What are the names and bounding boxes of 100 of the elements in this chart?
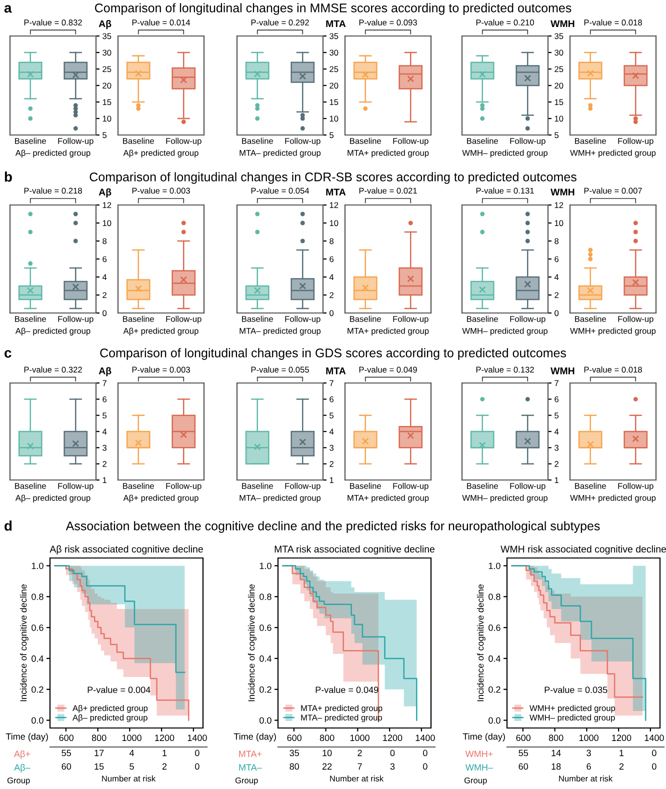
data-label: 0	[390, 750, 395, 756]
y-tick-label: 10	[554, 116, 564, 122]
data-label: 3	[586, 750, 591, 756]
x-tick-label: Baseline	[575, 482, 606, 489]
x-tick-label: 1200	[612, 734, 632, 742]
x-tick-label: Follow-up	[58, 138, 94, 146]
data-label: 5	[130, 763, 134, 770]
y-tick-label: 6	[330, 256, 334, 262]
x-tick-label: Baseline	[123, 138, 154, 144]
y-tick-label: 4	[102, 274, 107, 280]
y-tick-label: 20	[330, 82, 338, 89]
x-axis-title: Number at risk	[559, 775, 613, 782]
x-tick-label: 1000	[350, 734, 370, 742]
y-tick-label: 6	[330, 396, 334, 402]
y-tick-label: 35	[330, 33, 338, 40]
y-tick-label: 0	[102, 310, 107, 316]
y-tick-label: 5	[102, 412, 107, 418]
y-tick-label: 4	[329, 428, 334, 435]
y-axis-title: WMH	[550, 20, 574, 28]
annotation: P-value = 0.035	[544, 686, 608, 694]
text: Comparison of longitudinal changes in GDS scores according to predicted outcomes	[100, 348, 566, 360]
y-tick-label: 6	[554, 396, 559, 402]
x-axis-title: MTA+ predicted group	[348, 150, 429, 158]
y-tick-label: 8	[554, 238, 559, 244]
x-tick-label: Follow-up	[285, 138, 320, 146]
x-tick-label: Follow-up	[166, 316, 202, 324]
y-tick-label: 2	[102, 461, 106, 467]
y-tick-label: 4	[102, 428, 107, 435]
x-tick-label: 800	[320, 734, 334, 742]
y-tick-label: 6	[102, 256, 107, 262]
y-tick-label: 1.0	[488, 562, 500, 570]
x-tick-label: Baseline	[123, 316, 154, 322]
x-tick-label: Follow-up	[166, 482, 202, 491]
data-label: 0	[423, 763, 428, 770]
x-axis-title: Aβ+ predicted group	[123, 150, 198, 158]
x-tick-label: Follow-up	[285, 482, 320, 491]
x-tick-label: 1400	[644, 734, 664, 742]
x-axis-title: MTA+ predicted group	[348, 494, 429, 502]
y-tick-label: 6	[102, 396, 107, 402]
y-tick-label: 0.8	[32, 594, 44, 600]
y-tick-label: 0	[330, 310, 334, 316]
x-axis-title: Aβ+ predicted group	[123, 494, 198, 502]
y-axis-title: MTA	[326, 188, 346, 196]
y-tick-label: 8	[102, 238, 107, 244]
data-label: 0	[195, 763, 200, 770]
y-tick-label: 15	[102, 99, 112, 106]
x-tick-label: Follow-up	[618, 482, 654, 491]
y-tick-label: 1.0	[32, 562, 44, 570]
y-tick-label: 4	[554, 274, 559, 280]
y-tick-label: 5	[330, 132, 334, 138]
y-tick-label: 10	[554, 220, 564, 226]
text: P-value = 0.018	[584, 366, 642, 373]
text: P-value = 0.132	[476, 366, 534, 373]
x-axis-title: WMH+ predicted group	[570, 150, 656, 158]
x-tick-label: 600	[516, 734, 531, 742]
x-tick-label: Follow-up	[510, 482, 546, 491]
y-tick-label: 5	[554, 412, 559, 418]
y-axis-title: WMH	[550, 368, 574, 374]
y-tick-label: WMH–	[465, 764, 494, 771]
y-tick-label: 1	[330, 477, 334, 484]
y-tick-label: 10	[330, 116, 338, 122]
text: a	[4, 5, 12, 13]
text: P-value = 0.322	[24, 366, 82, 373]
x-tick-label: Baseline	[467, 138, 498, 144]
y-tick-label: MTA–	[239, 764, 262, 771]
x-tick-label: 1400	[188, 734, 207, 742]
y-tick-label: 10	[102, 116, 112, 122]
x-axis-title: WMH– predicted group	[462, 494, 548, 502]
y-tick-label: 1.0	[260, 562, 272, 570]
y-axis-title: Incidence of cognitive decline	[248, 584, 256, 702]
x-tick-label: Baseline	[467, 482, 498, 489]
y-tick-label: 3	[330, 444, 334, 451]
y-tick-label: 4	[554, 428, 559, 435]
y-tick-label: 12	[102, 202, 112, 208]
text: P-value = 0.007	[584, 188, 642, 194]
data-label: 18	[552, 763, 561, 770]
y-tick-label: 7	[330, 380, 334, 386]
x-axis-title: MTA– predicted group	[240, 494, 321, 502]
data-label: 35	[290, 750, 299, 756]
y-tick-label: 0.0	[488, 717, 500, 724]
text: Comparison of longitudinal changes in CDR-SB scores according to predicted outcomes	[90, 172, 576, 184]
text: P-value = 0.210	[476, 19, 534, 26]
y-tick-label: 7	[554, 380, 558, 386]
x-tick-label: Follow-up	[510, 138, 546, 146]
text: b	[4, 172, 12, 182]
x-tick-label: 1200	[155, 734, 174, 742]
x-tick-label: Baseline	[242, 482, 273, 489]
data-label: 3	[390, 763, 395, 770]
text: Group	[464, 777, 487, 786]
y-tick-label: 0.2	[32, 686, 44, 693]
y-tick-label: 12	[330, 202, 338, 208]
x-axis-title: Aβ– predicted group	[15, 150, 90, 158]
x-tick-label: 1200	[383, 734, 402, 742]
y-tick-label: 0.4	[488, 655, 500, 662]
x-tick-label: Follow-up	[285, 316, 320, 324]
y-tick-label: 2	[330, 292, 334, 298]
x-tick-label: Baseline	[350, 138, 381, 144]
x-tick-label: Baseline	[350, 316, 381, 322]
x-axis-title: Number at risk	[330, 775, 384, 782]
legend-label: Aβ– predicted group	[72, 714, 148, 722]
